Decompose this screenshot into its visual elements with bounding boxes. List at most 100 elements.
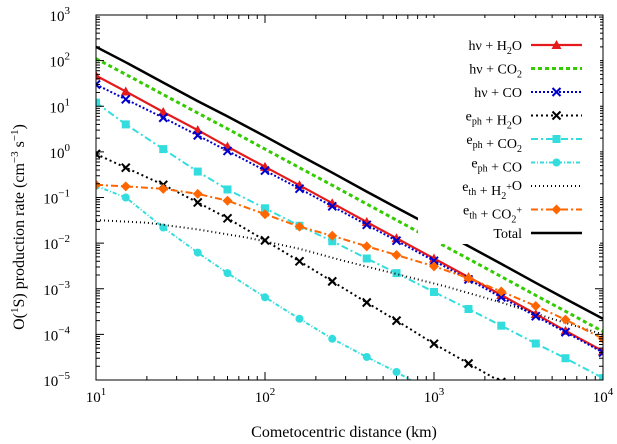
legend-mol-sub: 2 bbox=[517, 144, 522, 155]
legend-label: hν + CO bbox=[474, 86, 522, 101]
y-tick-label: 10−1 bbox=[43, 188, 70, 208]
data-point bbox=[463, 358, 474, 369]
data-point bbox=[430, 287, 438, 296]
legend-mol-sub: 2 bbox=[501, 191, 506, 202]
legend-label: eth + H2+O bbox=[462, 179, 522, 202]
x-axis-label: Cometocentric distance (km) bbox=[251, 424, 437, 441]
data-point-stroke bbox=[362, 220, 372, 230]
data-point bbox=[294, 183, 305, 194]
data-point bbox=[294, 221, 305, 232]
data-point bbox=[222, 195, 233, 206]
y-tick-label: 10−3 bbox=[43, 279, 70, 299]
legend-symbol: e bbox=[466, 133, 472, 148]
legend-label: Total bbox=[493, 227, 522, 242]
y-tick-base: 10 bbox=[43, 328, 58, 344]
y-tick-base: 10 bbox=[50, 100, 65, 116]
series-line bbox=[96, 74, 603, 353]
data-point bbox=[121, 94, 131, 105]
data-point bbox=[327, 201, 337, 212]
series-6 bbox=[96, 219, 603, 336]
y-tick-exp: 1 bbox=[65, 96, 71, 108]
data-point bbox=[96, 179, 101, 190]
data-point bbox=[429, 339, 439, 349]
legend-mol: CO bbox=[503, 161, 522, 176]
x-tick-label: 102 bbox=[255, 386, 276, 406]
data-point-stroke bbox=[121, 162, 131, 173]
legend-item: Total bbox=[493, 227, 582, 242]
legend-plus: + bbox=[488, 161, 503, 176]
y-label-sup3: −1 bbox=[9, 129, 21, 141]
legend-mol: CO bbox=[503, 86, 522, 101]
data-point-stroke bbox=[551, 110, 562, 121]
data-point bbox=[463, 273, 474, 284]
data-point bbox=[561, 354, 570, 363]
data-point bbox=[96, 98, 100, 107]
series-line bbox=[96, 83, 603, 354]
data-point bbox=[193, 130, 203, 141]
data-point bbox=[158, 106, 169, 116]
data-point-stroke bbox=[222, 213, 233, 224]
legend-item: hν + CO2 bbox=[469, 63, 582, 81]
data-point bbox=[429, 253, 439, 263]
data-point bbox=[391, 235, 402, 246]
y-tick-label: 103 bbox=[50, 5, 71, 25]
series-line bbox=[96, 57, 603, 333]
data-point bbox=[391, 249, 402, 260]
y-label-sup1: 1 bbox=[9, 308, 21, 314]
legend-mol-sub: 2 bbox=[507, 121, 512, 132]
data-point bbox=[96, 79, 101, 90]
legend-mol: CO bbox=[498, 137, 517, 152]
legend-mol: CO bbox=[492, 208, 511, 223]
legend-mol: H bbox=[491, 184, 501, 199]
legend-label: eph + CO bbox=[471, 157, 522, 176]
legend-item: eth + H2+O bbox=[462, 179, 582, 202]
data-point bbox=[327, 276, 337, 287]
data-point-stroke bbox=[496, 292, 506, 302]
legend-sub: ph bbox=[473, 140, 483, 151]
data-point bbox=[260, 209, 270, 220]
y-label-close: ) bbox=[11, 124, 28, 129]
y-tick-base: 10 bbox=[43, 374, 58, 390]
data-point bbox=[530, 300, 541, 311]
legend-box bbox=[418, 18, 600, 244]
legend-plus: + bbox=[483, 63, 498, 78]
data-point-stroke bbox=[598, 347, 603, 354]
legend-symbol: e bbox=[471, 157, 477, 172]
data-point bbox=[464, 304, 473, 313]
data-point bbox=[599, 374, 603, 380]
y-tick-base: 10 bbox=[50, 55, 65, 71]
y-tick-exp: −1 bbox=[58, 188, 70, 200]
series-1 bbox=[96, 57, 603, 333]
legend-mol: H bbox=[497, 39, 507, 54]
legend-label: eph + CO2 bbox=[466, 133, 522, 155]
legend-plus: + bbox=[483, 137, 498, 152]
data-point bbox=[551, 110, 562, 121]
data-point bbox=[158, 183, 169, 194]
x-tick-base: 10 bbox=[424, 390, 439, 406]
legend-sub: ph bbox=[478, 164, 488, 175]
data-point bbox=[261, 293, 269, 302]
data-point-stroke bbox=[193, 130, 203, 141]
data-point-stroke bbox=[362, 297, 372, 308]
y-tick-exp: 3 bbox=[65, 5, 71, 17]
data-point bbox=[531, 339, 540, 348]
series-line bbox=[96, 219, 603, 336]
legend-label: eph + H2O bbox=[466, 110, 522, 132]
legend-item: eph + H2O bbox=[466, 110, 582, 132]
data-point bbox=[497, 321, 506, 330]
data-point-stroke bbox=[496, 377, 501, 380]
y-tick-exp: −3 bbox=[58, 279, 70, 291]
legend-mol: CO bbox=[498, 63, 517, 78]
data-point-stroke bbox=[96, 83, 101, 90]
x-tick-base: 10 bbox=[593, 390, 608, 406]
data-point bbox=[260, 235, 270, 246]
legend-label: hν + CO2 bbox=[469, 63, 522, 81]
data-point-stroke bbox=[598, 351, 603, 358]
data-point bbox=[429, 256, 439, 266]
legend-item: eth + CO2+ bbox=[463, 204, 582, 226]
x-tick-label: 103 bbox=[424, 386, 445, 406]
legend-mol-sup: + bbox=[516, 206, 522, 217]
legend-item: eph + CO bbox=[471, 157, 582, 176]
y-tick-base: 10 bbox=[43, 237, 58, 253]
data-point bbox=[193, 248, 202, 257]
